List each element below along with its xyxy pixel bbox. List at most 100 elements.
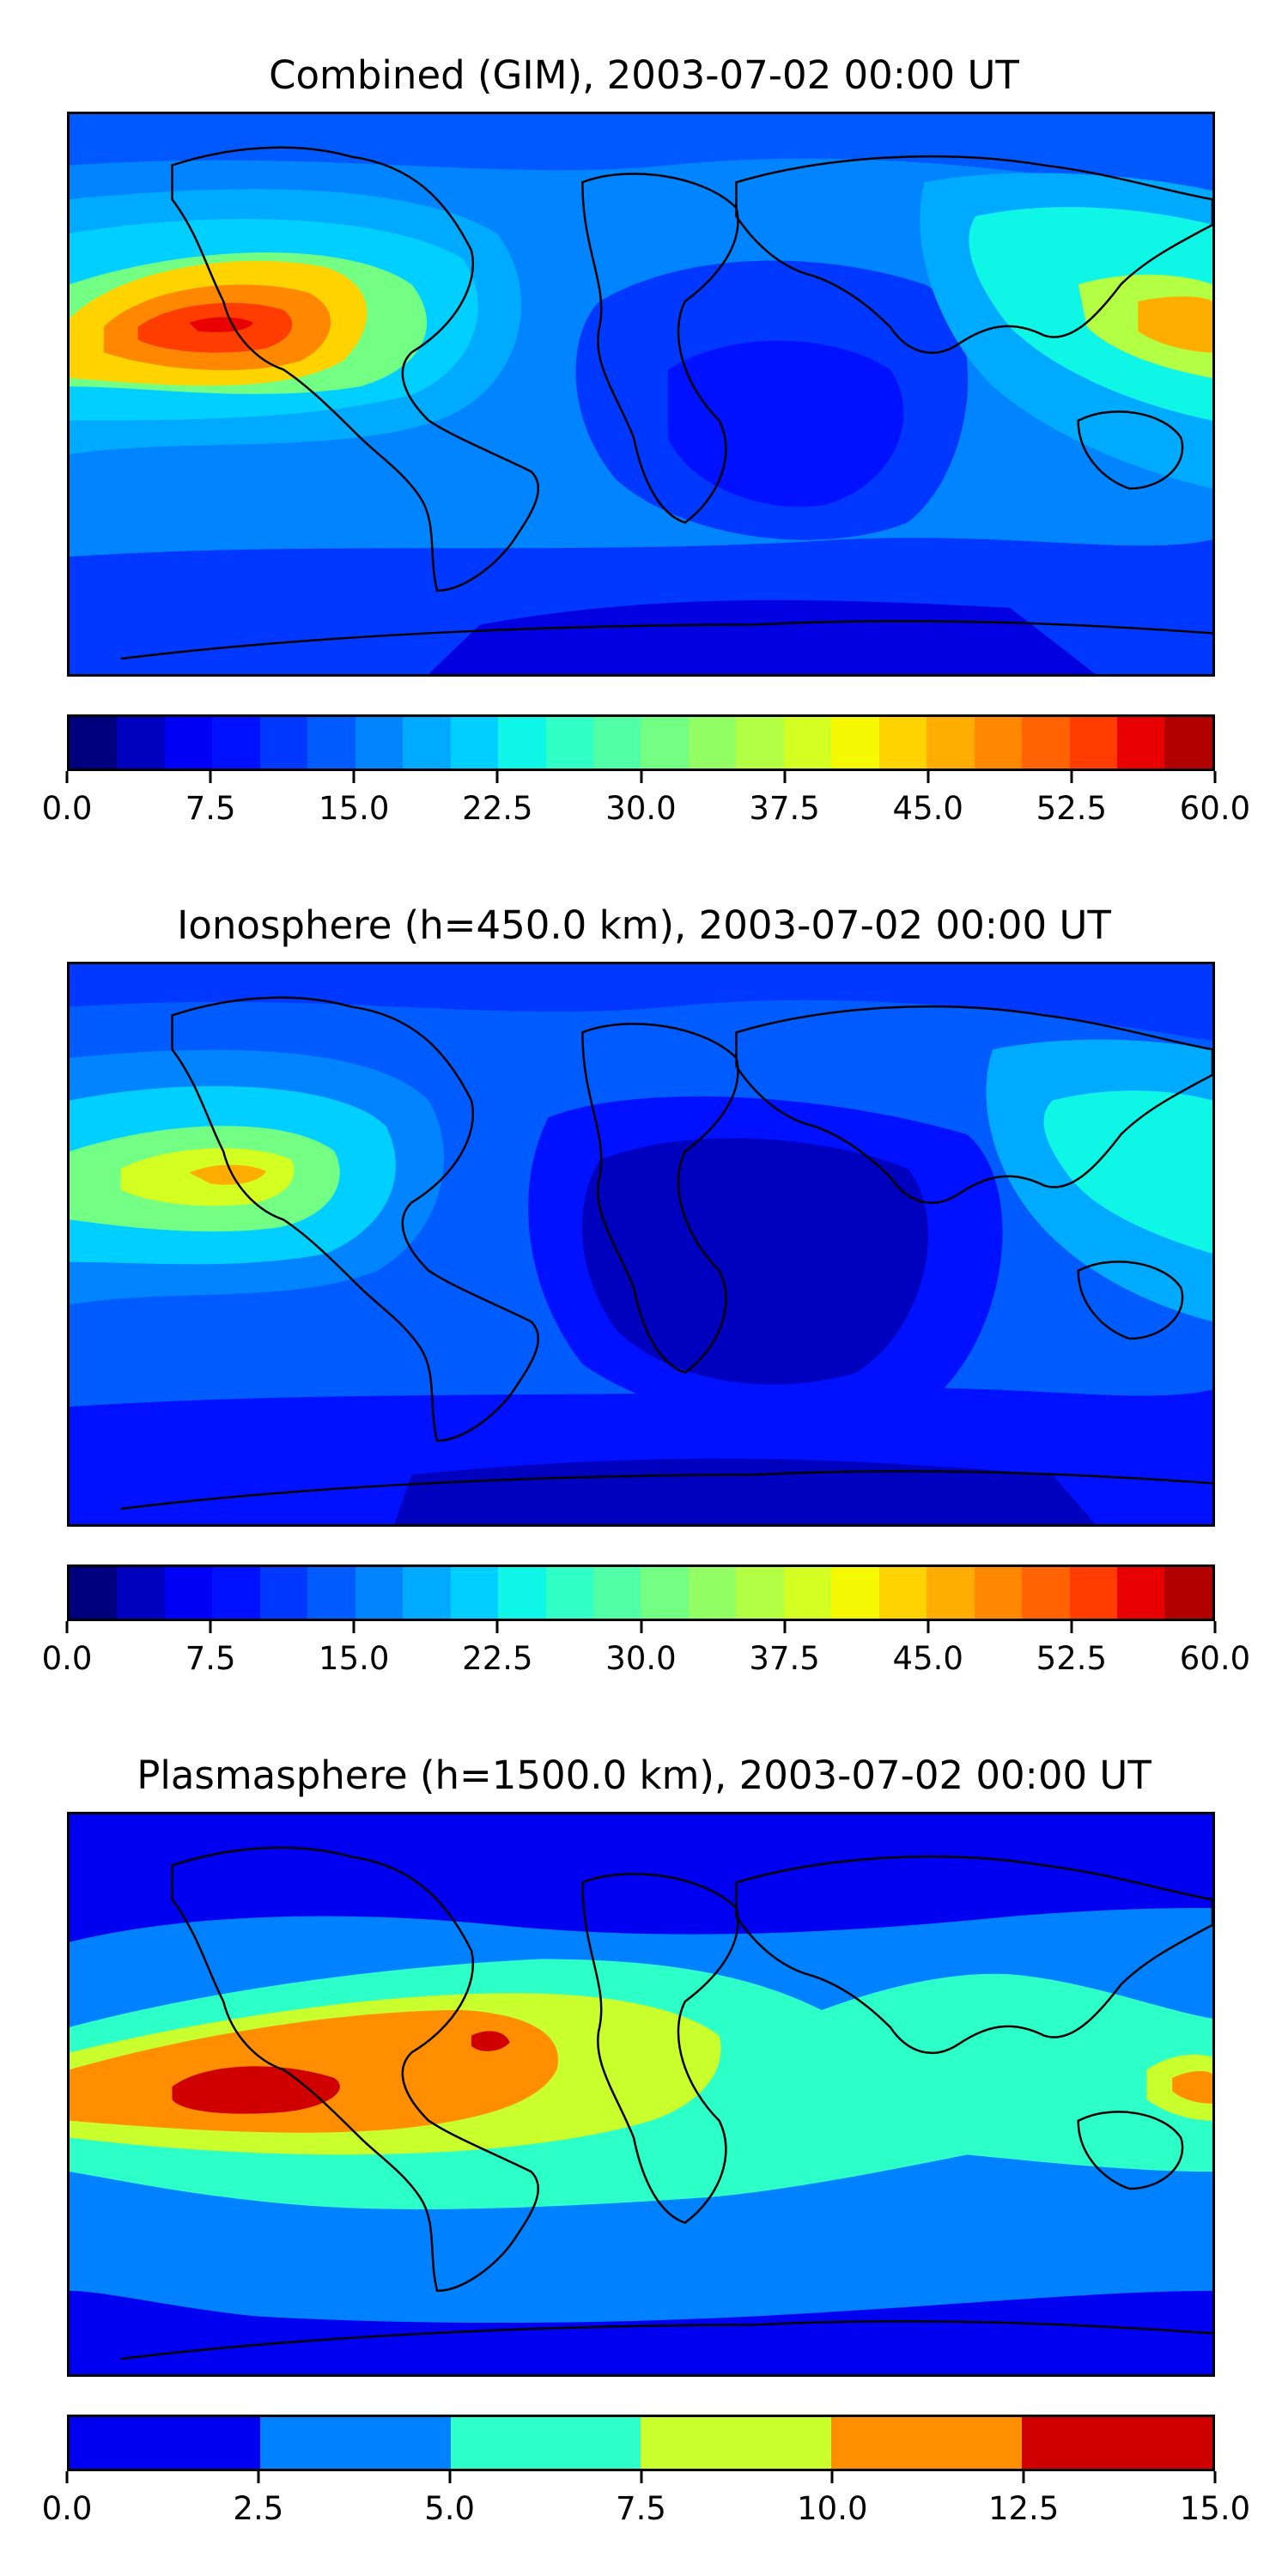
contour-band: [1043, 1091, 1212, 1254]
colorbar-2: [67, 1564, 1215, 1621]
colorbar-tick-label: 22.5: [462, 790, 533, 827]
colorbar-tick-mark: [1213, 2471, 1217, 2483]
colorbar-segment: [783, 717, 832, 769]
colorbar-tick-mark: [830, 2471, 834, 2483]
colorbar-segment: [212, 1567, 260, 1619]
colorbar-segment: [545, 717, 593, 769]
colorbar-tick-label: 2.5: [233, 2490, 284, 2527]
colorbar-segment: [1164, 717, 1212, 769]
colorbar-tick-label: 60.0: [1179, 790, 1251, 827]
contour-band: [189, 1164, 266, 1185]
map-title: Plasmasphere (h=1500.0 km), 2003-07-02 0…: [137, 1753, 1151, 1798]
colorbar-tick-mark: [352, 771, 355, 783]
colorbar-segment: [974, 1567, 1023, 1619]
colorbar-segment: [259, 1567, 308, 1619]
colorbar-tick-mark: [495, 771, 499, 783]
colorbar-tick-label: 45.0: [892, 1640, 963, 1677]
colorbar-tick-label: 0.0: [41, 2490, 93, 2527]
colorbar-segment: [1116, 1567, 1165, 1619]
coastlines: [120, 146, 1212, 660]
colorbar-segment: [70, 717, 118, 769]
colorbar-tick-label: 30.0: [605, 790, 677, 827]
colorbar-tick-label: 37.5: [749, 790, 820, 827]
colorbar-segment: [164, 1567, 213, 1619]
colorbar-segment: [592, 1567, 641, 1619]
colorbar-segment: [641, 1567, 689, 1619]
contour-band: [70, 114, 1212, 200]
colorbar-segment: [450, 717, 499, 769]
colorbar-tick-mark: [783, 771, 787, 783]
contour-band: [172, 2066, 340, 2114]
colorbar-segment: [498, 1567, 546, 1619]
colorbar-tick-label: 7.5: [185, 1640, 236, 1677]
colorbar-tick-mark: [65, 1621, 69, 1633]
contour-band: [581, 1138, 928, 1385]
colorbar-segment: [70, 2417, 260, 2469]
map-title: Ionosphere (h=450.0 km), 2003-07-02 00:0…: [177, 902, 1111, 948]
colorbar-segment: [1022, 1567, 1070, 1619]
colorbar-segment: [927, 1567, 975, 1619]
colorbar-tick-mark: [209, 1621, 212, 1633]
colorbar-tick-mark: [1213, 1621, 1217, 1633]
contour-band: [394, 1458, 1096, 1524]
colorbar-segment: [831, 1567, 879, 1619]
colorbar-tick-mark: [640, 2471, 642, 2483]
colorbar-tick-mark: [65, 2471, 69, 2483]
colorbar-segment: [688, 717, 737, 769]
colorbar-segment: [878, 717, 927, 769]
colorbar-segment: [688, 1567, 737, 1619]
colorbar-tick-label: 37.5: [749, 1640, 820, 1677]
contour-band: [1172, 2070, 1212, 2104]
colorbar-tick-mark: [1022, 2471, 1025, 2483]
colorbar-ticks-1: 0.0 7.5 15.0 22.5 30.0 37.5 45.0 52.5 60.0: [42, 771, 1250, 827]
colorbar-segment: [212, 717, 260, 769]
colorbar-segment: [592, 717, 641, 769]
colorbar-tick-mark: [1070, 771, 1073, 783]
plasmasphere-map: [67, 1812, 1215, 2377]
colorbar-segment: [545, 1567, 593, 1619]
colorbar-segment: [403, 1567, 451, 1619]
colorbar-segment: [878, 1567, 927, 1619]
colorbar-segment: [1022, 717, 1070, 769]
contour-band: [70, 964, 1212, 1042]
colorbar-tick-mark: [352, 1621, 355, 1633]
colorbar-ticks-2: 0.0 7.5 15.0 22.5 30.0 37.5 45.0 52.5 60.0: [42, 1621, 1250, 1677]
colorbar-tick-label: 10.0: [797, 2490, 868, 2527]
colorbar-tick-mark: [209, 771, 212, 783]
colorbar-tick-label: 7.5: [185, 790, 236, 827]
colorbar-segment: [498, 717, 546, 769]
colorbar-tick-label: 15.0: [319, 790, 390, 827]
colorbar-segment: [307, 1567, 355, 1619]
colorbar-segment: [641, 717, 689, 769]
colorbar-tick-mark: [640, 1621, 642, 1633]
colorbar-tick-mark: [927, 1621, 930, 1633]
colorbar-segment: [70, 1567, 118, 1619]
colorbar-segment: [1069, 1567, 1117, 1619]
colorbar-ticks-3: 0.0 2.5 5.0 7.5 10.0 12.5 15.0: [42, 2471, 1250, 2527]
colorbar-segment: [117, 717, 165, 769]
plasmasphere-map-plot: [70, 1814, 1212, 2374]
colorbar-tick-label: 45.0: [892, 790, 963, 827]
colorbar-tick-label: 0.0: [41, 790, 93, 827]
contour-band: [189, 317, 254, 332]
colorbar-1: [67, 714, 1215, 771]
colorbar-tick-label: 7.5: [616, 2490, 666, 2527]
colorbar-tick-mark: [1213, 771, 1217, 783]
colorbar-segment: [355, 717, 404, 769]
colorbar-tick-label: 60.0: [1179, 1640, 1251, 1677]
colorbar-segment: [1116, 717, 1165, 769]
colorbar-segment: [117, 1567, 165, 1619]
colorbar-tick-label: 30.0: [605, 1640, 677, 1677]
coastlines: [120, 996, 1212, 1510]
ionosphere-map: [67, 962, 1215, 1527]
contour-band: [428, 599, 1096, 674]
colorbar-segment: [307, 717, 355, 769]
gim-map-plot: [70, 114, 1212, 674]
colorbar-tick-mark: [257, 2471, 260, 2483]
map-title: Combined (GIM), 2003-07-02 00:00 UT: [269, 52, 1019, 98]
colorbar-tick-mark: [495, 1621, 499, 1633]
colorbar-tick-label: 52.5: [1036, 1640, 1108, 1677]
colorbar-tick-mark: [1070, 1621, 1073, 1633]
colorbar-segment: [450, 2417, 641, 2469]
coastlines: [120, 1846, 1212, 2360]
